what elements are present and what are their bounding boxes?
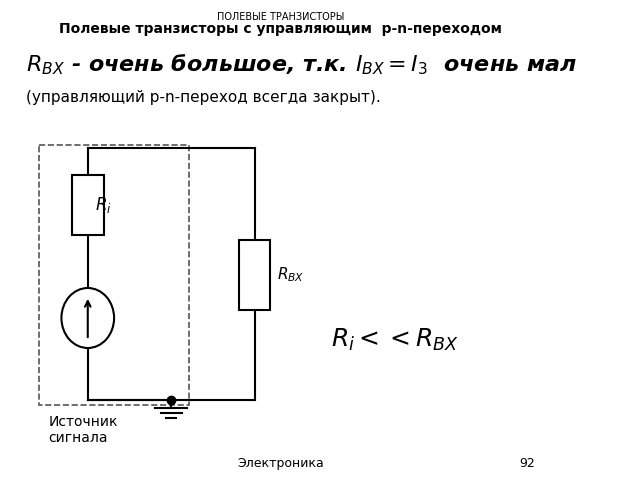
Text: $R_i$: $R_i$ (95, 195, 111, 215)
Text: $R_i << R_{BX}$: $R_i << R_{BX}$ (331, 327, 459, 353)
Text: ПОЛЕВЫЕ ТРАНЗИСТОРЫ: ПОЛЕВЫЕ ТРАНЗИСТОРЫ (217, 12, 344, 22)
Text: 92: 92 (520, 457, 535, 470)
Circle shape (61, 288, 114, 348)
Text: $R_{BX}$ - очень большое, т.к. $I_{BX}=I_3$  очень мал: $R_{BX}$ - очень большое, т.к. $I_{BX}=I… (26, 52, 577, 77)
Text: $R_{BX}$: $R_{BX}$ (277, 265, 305, 284)
Bar (72, 175, 104, 235)
Text: Полевые транзисторы с управляющим  p-n-переходом: Полевые транзисторы с управляющим p-n-пе… (60, 22, 502, 36)
Bar (239, 240, 270, 310)
Text: (управляющий p-n-переход всегда закрыт).: (управляющий p-n-переход всегда закрыт). (26, 90, 381, 105)
Text: Источник
сигнала: Источник сигнала (48, 415, 118, 445)
Text: Электроника: Электроника (237, 457, 324, 470)
